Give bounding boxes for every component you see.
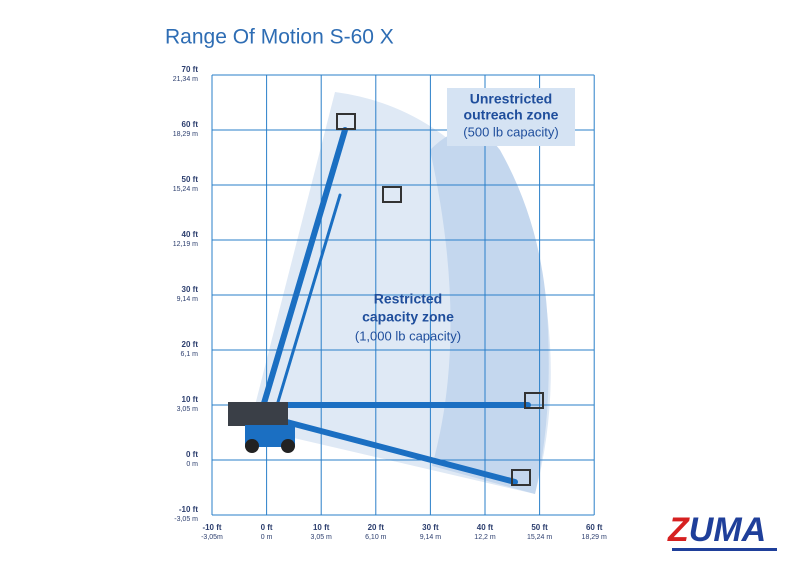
zone-label: outreach zone: [464, 107, 559, 123]
zone-capacity: (1,000 lb capacity): [355, 328, 461, 343]
x-label-m: 12,2 m: [474, 534, 496, 541]
y-label-m: 21,34 m: [173, 76, 198, 83]
lift: [228, 113, 544, 486]
zone-label: Restricted: [374, 291, 442, 307]
y-label-ft: 0 ft: [186, 450, 198, 459]
y-label-ft: 40 ft: [182, 230, 199, 239]
y-label-m: 18,29 m: [173, 131, 198, 138]
logo: ZUMA: [667, 511, 777, 551]
x-label-ft: 10 ft: [313, 523, 330, 532]
x-label-ft: -10 ft: [202, 523, 221, 532]
x-label-ft: 40 ft: [477, 523, 494, 532]
x-label-m: 9,14 m: [420, 534, 442, 541]
y-label-ft: 30 ft: [182, 285, 199, 294]
x-label-ft: 50 ft: [531, 523, 548, 532]
zone-capacity: (500 lb capacity): [463, 124, 558, 139]
y-label-m: 0 m: [186, 461, 198, 468]
logo-rest: UMA: [689, 511, 766, 549]
x-label-m: 15,24 m: [527, 534, 552, 541]
y-label-ft: 70 ft: [182, 65, 199, 74]
logo-initial: Z: [667, 511, 690, 549]
y-label-m: 12,19 m: [173, 241, 198, 248]
y-label-ft: -10 ft: [179, 505, 198, 514]
x-label-m: 18,29 m: [582, 534, 607, 541]
y-label-m: 6,1 m: [180, 351, 198, 358]
x-label-m: 6,10 m: [365, 534, 387, 541]
y-label-ft: 10 ft: [182, 395, 199, 404]
y-label-ft: 50 ft: [182, 175, 199, 184]
x-label-m: 0 m: [261, 534, 273, 541]
label-box: [447, 88, 575, 146]
x-label-ft: 0 ft: [261, 523, 273, 532]
x-label-ft: 60 ft: [586, 523, 603, 532]
y-label-m: -3,05 m: [174, 516, 198, 523]
x-label-m: -3,05m: [201, 534, 223, 541]
zone-label: Unrestricted: [470, 91, 552, 107]
y-label-ft: 60 ft: [182, 120, 199, 129]
logo-text: ZUMA: [667, 511, 766, 549]
y-label-m: 3,05 m: [177, 406, 199, 413]
x-label-ft: 30 ft: [422, 523, 439, 532]
y-label-m: 9,14 m: [177, 296, 199, 303]
grid: [211, 74, 595, 516]
y-label-m: 15,24 m: [173, 186, 198, 193]
x-label-ft: 20 ft: [368, 523, 385, 532]
title: Range Of Motion S-60 X: [165, 26, 394, 49]
zone-label: capacity zone: [362, 309, 454, 325]
x-label-m: 3,05 m: [310, 534, 332, 541]
y-label-ft: 20 ft: [182, 340, 199, 349]
